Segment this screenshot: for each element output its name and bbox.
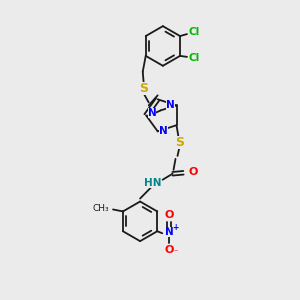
- Text: O: O: [164, 245, 174, 255]
- Text: N: N: [166, 100, 175, 110]
- Text: +: +: [172, 223, 178, 232]
- Text: S: S: [139, 82, 148, 95]
- Text: CH₃: CH₃: [93, 204, 110, 213]
- Text: Cl: Cl: [188, 53, 200, 63]
- Text: ⁻: ⁻: [174, 248, 178, 256]
- Text: N: N: [165, 227, 173, 237]
- Text: Cl: Cl: [188, 27, 200, 37]
- Text: S: S: [175, 136, 184, 148]
- Text: HN: HN: [144, 178, 161, 188]
- Text: N: N: [159, 126, 168, 136]
- Text: O: O: [189, 167, 198, 177]
- Text: O: O: [164, 210, 174, 220]
- Text: N: N: [148, 108, 156, 118]
